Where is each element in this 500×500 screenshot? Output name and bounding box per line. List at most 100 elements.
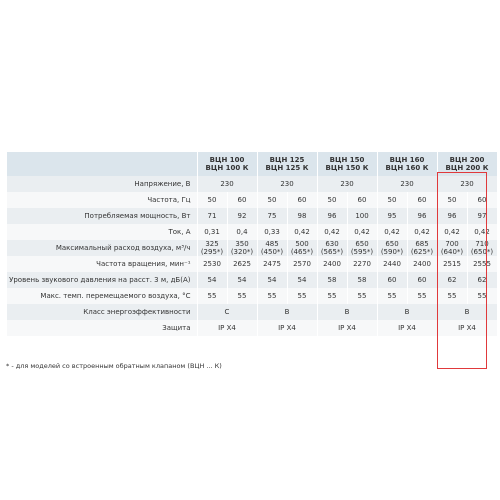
spec-row: Потребляемая мощность, Вт 71 92 75 98 96 100 95… [6,208,497,224]
cell: 55 [316,288,347,304]
cell: 55 [256,288,287,304]
cell: 60 [406,272,437,288]
cell: 0,33 [256,224,287,240]
cell: 55 [436,288,467,304]
cell: 2515 [436,256,467,272]
cell: 60 [376,272,407,288]
cell: 0,4 [226,224,257,240]
model-header: ВЦН 125 ВЦН 125 К [256,152,317,176]
cell: 54 [286,272,317,288]
cell: 2440 [376,256,407,272]
cell: 2555 [466,256,497,272]
row-label: Частота вращения, мин⁻¹ [6,256,197,272]
model-header: ВЦН 100 ВЦН 100 К [196,152,257,176]
cell: 55 [226,288,257,304]
cell: 630 (565*) [316,240,347,256]
cell: 55 [286,288,317,304]
cell: 0,31 [196,224,227,240]
spec-row: Ток, А 0,31 0,4 0,33 0,42 0,42 0,42 0,42 0,42 0,4… [6,224,497,240]
spec-row: Класс энергоэффективности C B B B B [6,304,497,320]
cell: 50 [316,192,347,208]
cell: 230 [436,176,497,192]
cell: IP X4 [196,320,257,336]
cell: 95 [376,208,407,224]
spec-row: Уровень звукового давления на расст. 3 м… [6,272,497,288]
row-label: Максимальный расход воздуха, м³/ч [6,240,197,256]
cell: 60 [406,192,437,208]
spec-table: ВЦН 100 ВЦН 100 К ВЦН 125 ВЦН 125 К ВЦН 15… [6,152,497,336]
cell: 230 [196,176,257,192]
cell: 100 [346,208,377,224]
header-row: ВЦН 100 ВЦН 100 К ВЦН 125 ВЦН 125 К ВЦН 15… [6,152,497,176]
model-header: ВЦН 150 ВЦН 150 К [316,152,377,176]
cell: 55 [466,288,497,304]
row-label: Частота, Гц [6,192,197,208]
cell: 0,42 [316,224,347,240]
cell: B [436,304,497,320]
cell: 96 [316,208,347,224]
cell: IP X4 [256,320,317,336]
cell: 485 (450*) [256,240,287,256]
cell: 98 [286,208,317,224]
row-label: Класс энергоэффективности [6,304,197,320]
cell: 2475 [256,256,287,272]
cell: 650 (595*) [346,240,377,256]
cell: 50 [196,192,227,208]
cell: 350 (320*) [226,240,257,256]
spec-row: Частота, Гц 50 60 50 60 50 60 50 60 50 60 [6,192,497,208]
cell: IP X4 [316,320,377,336]
cell: 2570 [286,256,317,272]
row-label: Потребляемая мощность, Вт [6,208,197,224]
highlight-box [437,172,487,369]
cell: 54 [196,272,227,288]
cell: 55 [196,288,227,304]
cell: B [316,304,377,320]
cell: 0,42 [466,224,497,240]
cell: 62 [436,272,467,288]
spec-row: Макс. темп. перемещаемого воздуха, °С 55 5… [6,288,497,304]
cell: 55 [406,288,437,304]
cell: 2400 [316,256,347,272]
cell: 0,42 [376,224,407,240]
cell: 650 (590*) [376,240,407,256]
cell: 71 [196,208,227,224]
cell: 0,42 [346,224,377,240]
row-label: Защита [6,320,197,336]
cell: B [256,304,317,320]
header-blank [6,152,197,176]
cell: 230 [256,176,317,192]
spec-row: Максимальный расход воздуха, м³/ч 325 (29… [6,240,497,256]
cell: 55 [376,288,407,304]
row-label: Ток, А [6,224,197,240]
spec-row: Частота вращения, мин⁻¹ 2530 2625 2475 2570 2… [6,256,497,272]
cell: 230 [316,176,377,192]
cell: 685 (625*) [406,240,437,256]
cell: 75 [256,208,287,224]
cell: 0,42 [436,224,467,240]
cell: 54 [256,272,287,288]
cell: 54 [226,272,257,288]
cell: 230 [376,176,437,192]
cell: 60 [466,192,497,208]
footnote: * - для моделей со встроенным обратным к… [6,362,222,370]
cell: 62 [466,272,497,288]
spec-row: Напряжение, В 230 230 230 230 230 [6,176,497,192]
row-label: Макс. темп. перемещаемого воздуха, °С [6,288,197,304]
cell: 58 [346,272,377,288]
cell: 325 (295*) [196,240,227,256]
cell: IP X4 [376,320,437,336]
cell: 50 [376,192,407,208]
cell: 58 [316,272,347,288]
model-header: ВЦН 160 ВЦН 160 К [376,152,437,176]
cell: 55 [346,288,377,304]
cell: 92 [226,208,257,224]
row-label: Уровень звукового давления на расст. 3 м… [6,272,197,288]
cell: 50 [256,192,287,208]
cell: 60 [346,192,377,208]
spec-row: Защита IP X4 IP X4 IP X4 IP X4 IP X4 [6,320,497,336]
cell: 60 [286,192,317,208]
cell: 2625 [226,256,257,272]
cell: 710 (650*) [466,240,497,256]
cell: B [376,304,437,320]
